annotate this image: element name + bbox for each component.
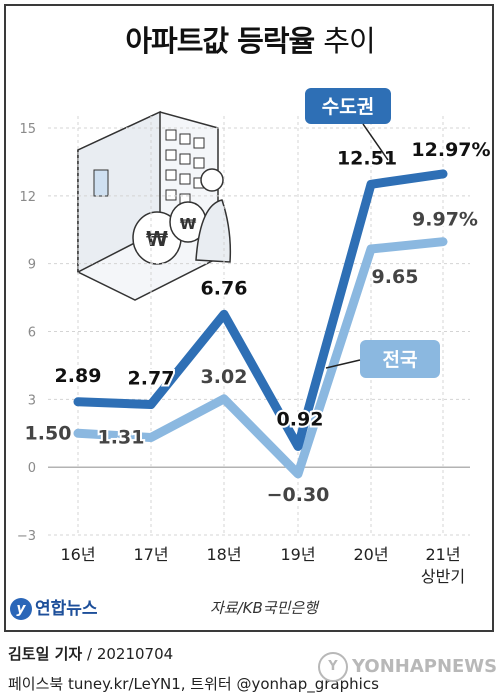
reporter-name: 김토일 기자 [8,645,83,663]
svg-text:₩: ₩ [180,215,197,233]
y-tick-label: 3 [28,393,36,408]
data-label-capital: 0.92 [277,408,324,430]
yonhap-logo: y 연합뉴스 [10,594,98,620]
svg-text:₩: ₩ [146,227,168,251]
legend-badge-capital: 수도권 [305,88,391,161]
watermark-mark: Y [318,652,348,682]
title-main: 아파트값 등락율 [125,24,315,58]
series-line-capital [73,169,448,451]
yonhapnews-watermark: Y YONHAPNEWS [318,652,497,682]
data-label-capital: 2.89 [55,365,102,387]
data-label-nation: 1.50 [25,422,72,444]
yonhap-logo-mark: y [10,598,32,620]
legend-badge-nation: 전국 [325,340,440,378]
apartment-illustration: ₩ ₩ [77,110,232,301]
y-tick-label: 9 [28,258,36,273]
legend-capital-label: 수도권 [322,96,374,118]
series-line-nation [73,237,448,479]
line-chart: ₩ ₩ 15 12 9 6 3 0 −3 16년 17년 18년 19년 20년 21년 상반기 2.8… [17,88,493,586]
x-category-label: 17년 [133,545,168,564]
x-category-label: 18년 [206,545,241,564]
title-sub: 추이 [323,24,375,58]
x-category-label: 20년 [353,545,388,564]
yonhap-logo-text: 연합뉴스 [35,599,98,619]
chart-title: 아파트값 등락율 추이 [0,18,500,60]
data-label-capital: 6.76 [201,277,248,299]
data-source: 자료/KB국민은행 [210,599,318,617]
data-label-capital: 12.51 [337,147,397,169]
legend-nation-label: 전국 [383,349,418,371]
data-label-nation: −0.30 [267,484,330,506]
publish-date: / 20210704 [87,645,174,663]
y-tick-label: 0 [28,461,36,476]
x-category-label: 16년 [60,545,95,564]
social-links: 페이스북 tuney.kr/LeYN1, 트위터 @yonhap_graphic… [8,675,379,693]
data-label-capital: 2.77 [128,368,175,390]
y-tick-label: −3 [17,529,36,544]
y-tick-label: 6 [28,326,36,341]
chart-frame [4,4,494,632]
y-tick-label: 12 [19,190,36,205]
data-label-capital: 12.97% [411,139,490,161]
data-label-nation: 3.02 [201,366,248,388]
x-category-label: 19년 [280,545,315,564]
watermark-text: YONHAPNEWS [352,656,498,677]
reporter-credit: 김토일 기자 / 20210704 [8,643,173,664]
y-tick-label: 15 [19,122,36,137]
data-label-nation: 1.31 [98,427,145,449]
x-category-label: 21년 상반기 [421,545,465,586]
data-label-nation: 9.97% [412,209,478,231]
data-label-nation: 9.65 [372,266,419,288]
